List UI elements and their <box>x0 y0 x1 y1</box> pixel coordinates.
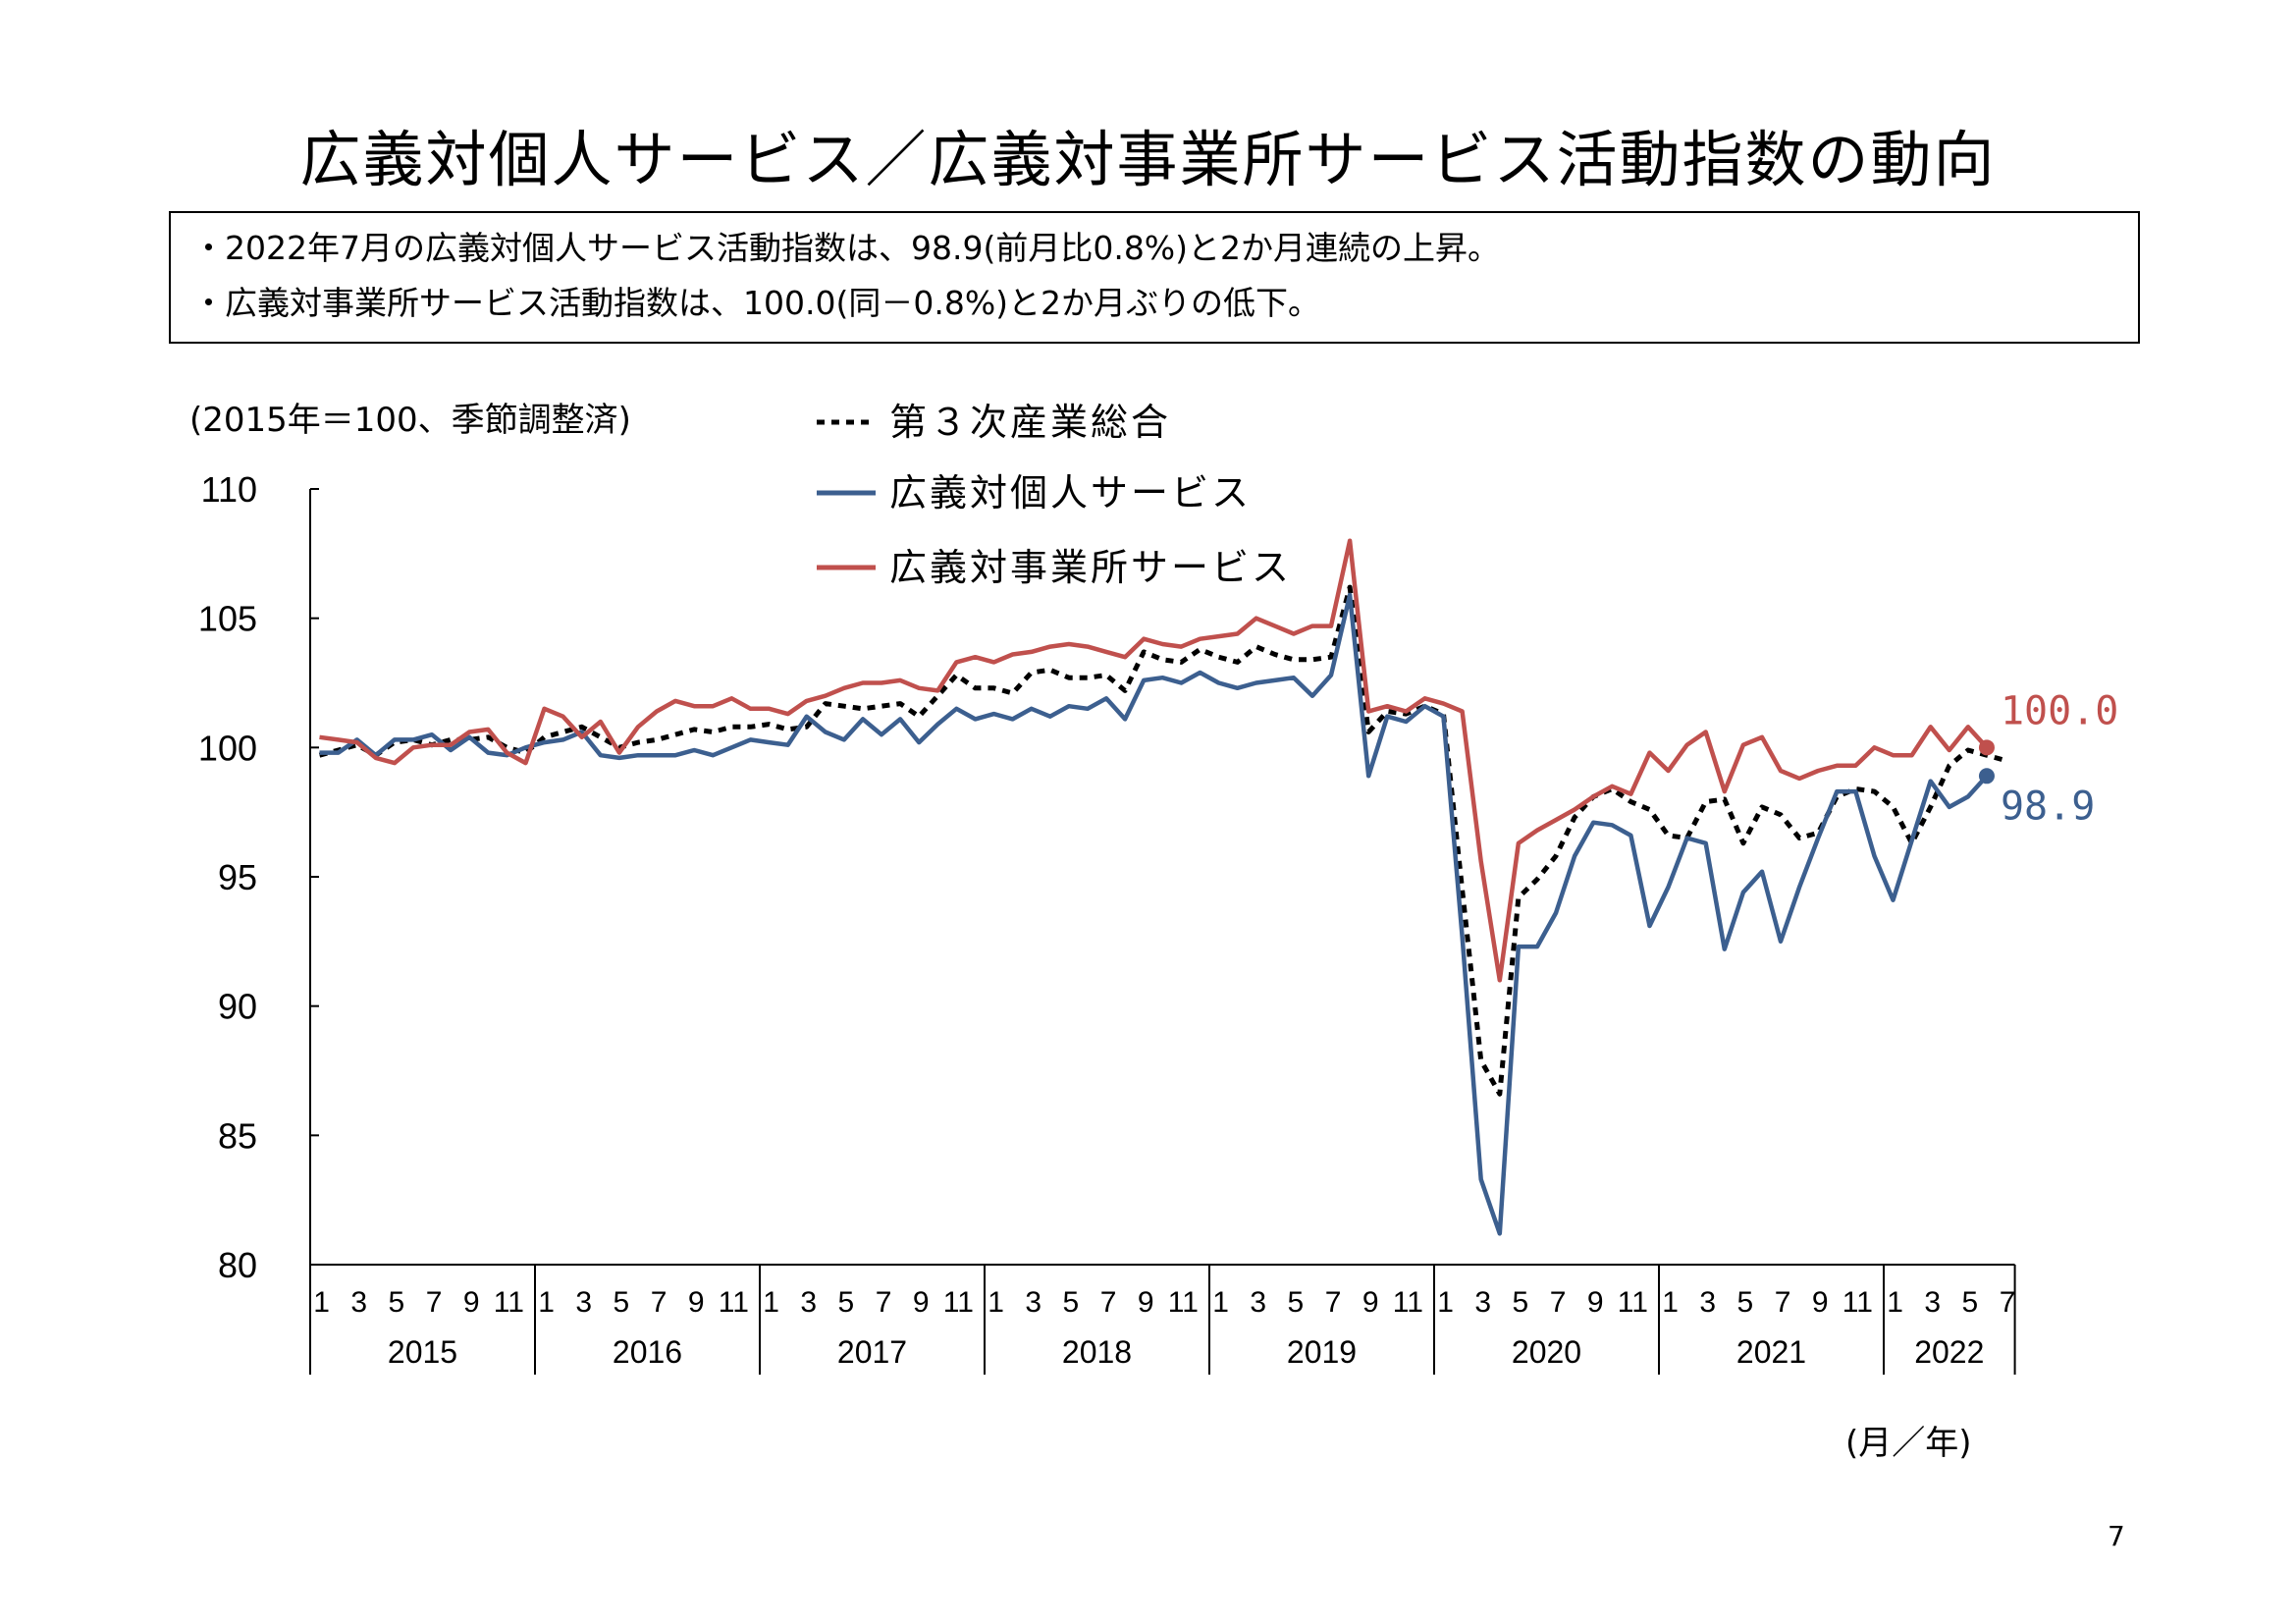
summary-line-personal: ・2022年7月の広義対個人サービス活動指数は、98.9(前月比0.8%)と2か… <box>192 229 1501 267</box>
month-tick-label: 9 <box>1138 1286 1154 1319</box>
month-tick-label: 7 <box>2000 1286 2016 1319</box>
month-tick-label: 5 <box>838 1286 855 1319</box>
year-label: 2017 <box>837 1334 907 1370</box>
month-tick-label: 3 <box>575 1286 592 1319</box>
month-tick-label: 7 <box>1775 1286 1791 1319</box>
year-label: 2015 <box>388 1334 457 1370</box>
month-tick-label: 11 <box>943 1286 974 1319</box>
page-number: 7 <box>2108 1520 2125 1552</box>
unit-label: (2015年＝100、季節調整済) <box>189 401 631 440</box>
y-tick-label: 95 <box>218 857 257 897</box>
month-tick-label: 7 <box>426 1286 443 1319</box>
y-tick-label: 100 <box>198 728 257 768</box>
month-tick-label: 3 <box>1250 1286 1266 1319</box>
legend-label: 第３次産業総合 <box>889 403 1171 444</box>
summary-line-business: ・広義対事業所サービス活動指数は、100.0(同－0.8%)と2か月ぶりの低下。 <box>192 284 1321 322</box>
month-tick-label: 5 <box>1288 1286 1305 1319</box>
month-tick-label: 7 <box>651 1286 667 1319</box>
month-tick-label: 9 <box>463 1286 480 1319</box>
end-value-label: 98.9 <box>2001 784 2095 829</box>
series-line-1 <box>319 592 1989 1236</box>
month-tick-label: 9 <box>913 1286 930 1319</box>
month-tick-label: 11 <box>1168 1286 1199 1319</box>
month-tick-label: 1 <box>1437 1286 1454 1319</box>
month-tick-label: 5 <box>389 1286 405 1319</box>
month-tick-label: 9 <box>1587 1286 1604 1319</box>
month-tick-label: 11 <box>1393 1286 1423 1319</box>
end-value-label: 100.0 <box>2001 688 2118 733</box>
month-tick-label: 1 <box>1887 1286 1903 1319</box>
x-axis-unit-label: (月／年) <box>1845 1424 1972 1463</box>
end-marker <box>1978 739 1995 756</box>
month-tick-label: 5 <box>614 1286 630 1319</box>
month-tick-label: 11 <box>1618 1286 1648 1319</box>
year-label: 2016 <box>613 1334 682 1370</box>
month-tick-label: 7 <box>1325 1286 1342 1319</box>
summary-box: ・2022年7月の広義対個人サービス活動指数は、98.9(前月比0.8%)と2か… <box>169 211 2140 344</box>
y-tick-label: 90 <box>218 987 257 1027</box>
month-tick-label: 1 <box>313 1286 330 1319</box>
month-tick-label: 1 <box>538 1286 555 1319</box>
month-tick-label: 3 <box>800 1286 817 1319</box>
page-title: 広義対個人サービス／広義対事業所サービス活動指数の動向 <box>299 124 1997 195</box>
year-label: 2021 <box>1736 1334 1806 1370</box>
series-line-2 <box>319 538 1989 983</box>
month-tick-label: 3 <box>350 1286 367 1319</box>
year-label: 2022 <box>1914 1334 1984 1370</box>
y-tick-label: 110 <box>201 469 257 510</box>
month-tick-label: 11 <box>494 1286 524 1319</box>
month-tick-label: 1 <box>988 1286 1004 1319</box>
month-tick-label: 9 <box>1362 1286 1379 1319</box>
month-tick-label: 5 <box>1737 1286 1754 1319</box>
month-tick-label: 7 <box>1550 1286 1567 1319</box>
end-marker <box>1978 768 1995 785</box>
month-tick-label: 5 <box>1962 1286 1979 1319</box>
y-tick-label: 85 <box>218 1115 257 1156</box>
month-tick-label: 1 <box>763 1286 779 1319</box>
chart-series: 100.0 98.9 <box>318 538 2118 1236</box>
month-tick-label: 11 <box>719 1286 749 1319</box>
y-tick-label: 80 <box>218 1245 257 1285</box>
year-label: 2019 <box>1287 1334 1357 1370</box>
month-tick-label: 11 <box>1842 1286 1873 1319</box>
month-tick-label: 1 <box>1662 1286 1679 1319</box>
month-tick-label: 7 <box>1100 1286 1117 1319</box>
legend-label: 広義対事業所サービス <box>889 548 1292 589</box>
y-tick-label: 105 <box>198 599 257 639</box>
month-tick-label: 5 <box>1063 1286 1080 1319</box>
year-label: 2018 <box>1062 1334 1132 1370</box>
year-label: 2020 <box>1512 1334 1581 1370</box>
month-tick-label: 9 <box>1812 1286 1829 1319</box>
month-tick-label: 9 <box>688 1286 705 1319</box>
month-tick-label: 3 <box>1699 1286 1716 1319</box>
month-tick-label: 5 <box>1513 1286 1529 1319</box>
month-tick-label: 1 <box>1212 1286 1229 1319</box>
series-line-0 <box>318 584 2006 1097</box>
month-tick-label: 7 <box>876 1286 892 1319</box>
month-tick-label: 3 <box>1924 1286 1941 1319</box>
month-tick-label: 3 <box>1474 1286 1491 1319</box>
legend-label: 広義対個人サービス <box>889 473 1252 514</box>
month-tick-label: 3 <box>1025 1286 1041 1319</box>
